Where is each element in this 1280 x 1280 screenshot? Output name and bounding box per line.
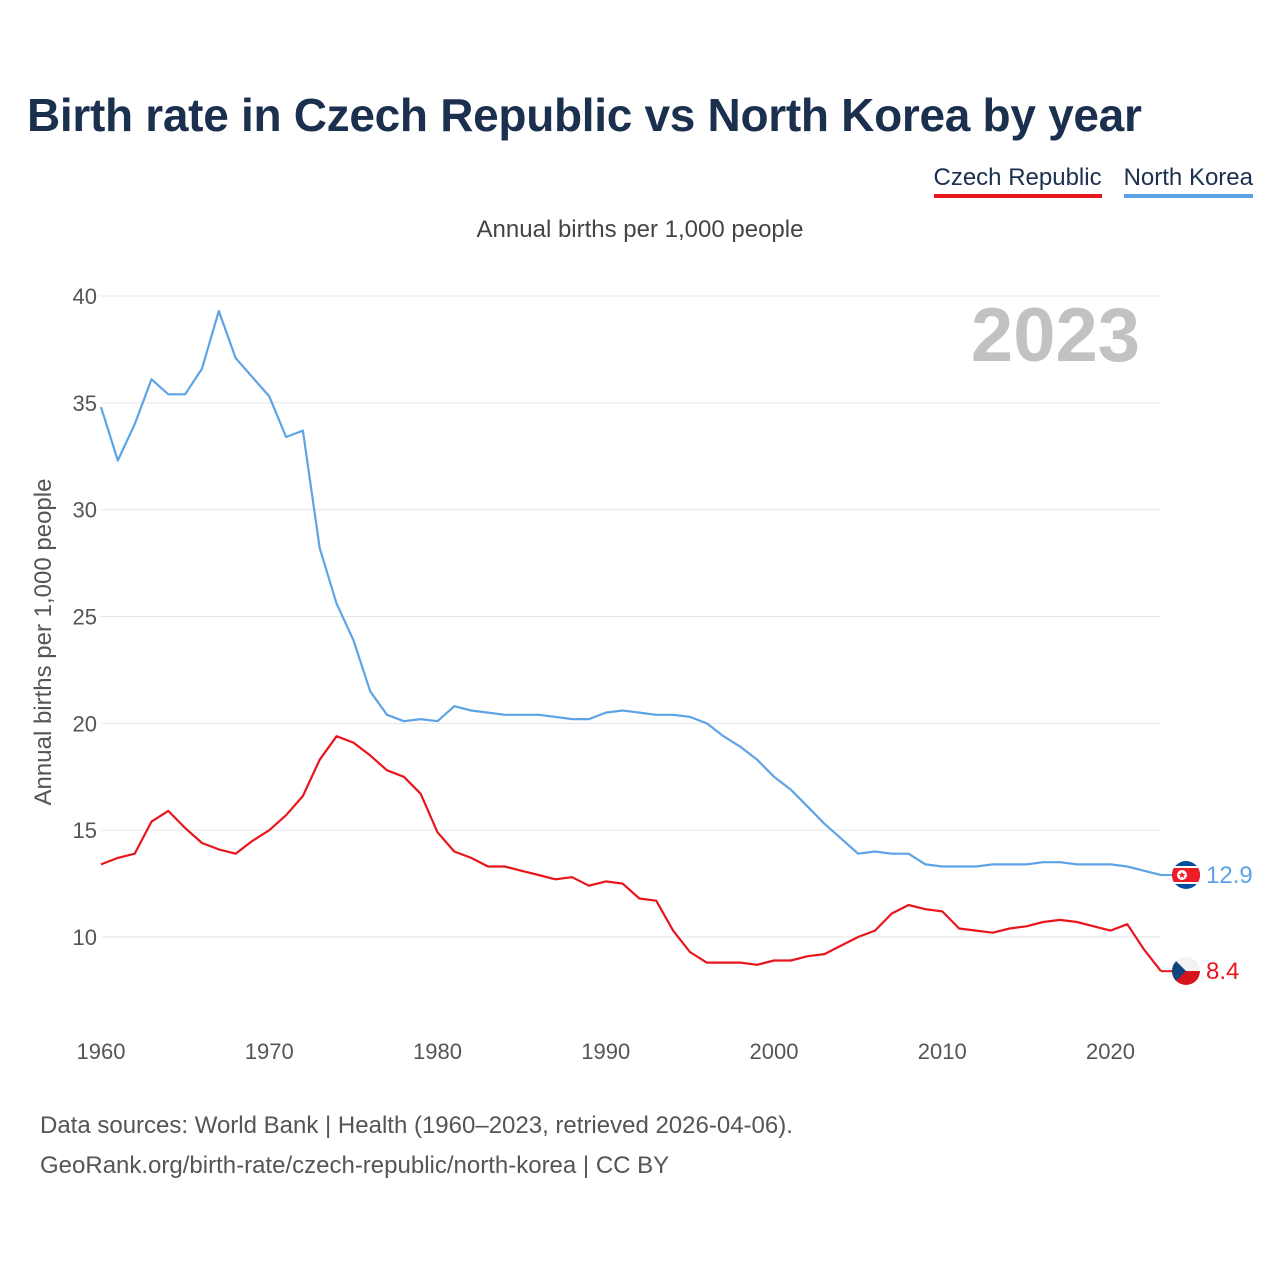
legend: Czech Republic North Korea [933, 164, 1253, 198]
x-tick-1960: 1960 [77, 1039, 126, 1064]
legend-item-north-korea[interactable]: North Korea [1123, 164, 1253, 198]
y-tick-10: 10 [73, 925, 97, 950]
x-tick-2000: 2000 [750, 1039, 799, 1064]
chart-title: Birth rate in Czech Republic vs North Ko… [27, 89, 1142, 141]
x-tick-1980: 1980 [413, 1039, 462, 1064]
footer-attribution[interactable]: GeoRank.org/birth-rate/czech-republic/no… [40, 1152, 670, 1179]
series-line-north-korea[interactable] [99, 309, 1162, 877]
y-tick-20: 20 [73, 711, 97, 736]
y-tick-15: 15 [73, 818, 97, 843]
legend-item-czech-republic[interactable]: Czech Republic [933, 164, 1102, 198]
series-lines [99, 309, 1172, 973]
y-axis-label: Annual births per 1,000 people [30, 479, 57, 806]
north-korea-flag-icon [1172, 861, 1200, 889]
y-tick-30: 30 [73, 498, 97, 523]
footer: Data sources: World Bank | Health (1960–… [40, 1106, 793, 1186]
czech-flag-icon [1172, 957, 1200, 985]
end-labels: 8.4 12.9 [1206, 862, 1253, 985]
year-watermark: 2023 [971, 293, 1140, 378]
y-tick-40: 40 [73, 284, 97, 309]
x-tick-1990: 1990 [581, 1039, 630, 1064]
x-tick-1970: 1970 [245, 1039, 294, 1064]
y-axis-ticks: 10 15 20 25 30 35 40 [73, 284, 97, 950]
x-tick-2010: 2010 [918, 1039, 967, 1064]
grid-lines [101, 295, 1161, 938]
chart-subtitle: Annual births per 1,000 people [476, 216, 804, 243]
end-label-czech-republic: 8.4 [1206, 958, 1239, 985]
series-line-czech-republic[interactable] [100, 735, 1162, 972]
y-tick-25: 25 [73, 605, 97, 630]
footer-sources: Data sources: World Bank | Health (1960–… [40, 1112, 793, 1139]
end-label-north-korea: 12.9 [1206, 862, 1253, 889]
y-tick-35: 35 [73, 391, 97, 416]
x-tick-2020: 2020 [1086, 1039, 1135, 1064]
x-axis-ticks: 1960 1970 1980 1990 2000 2010 2020 [77, 1039, 1135, 1064]
